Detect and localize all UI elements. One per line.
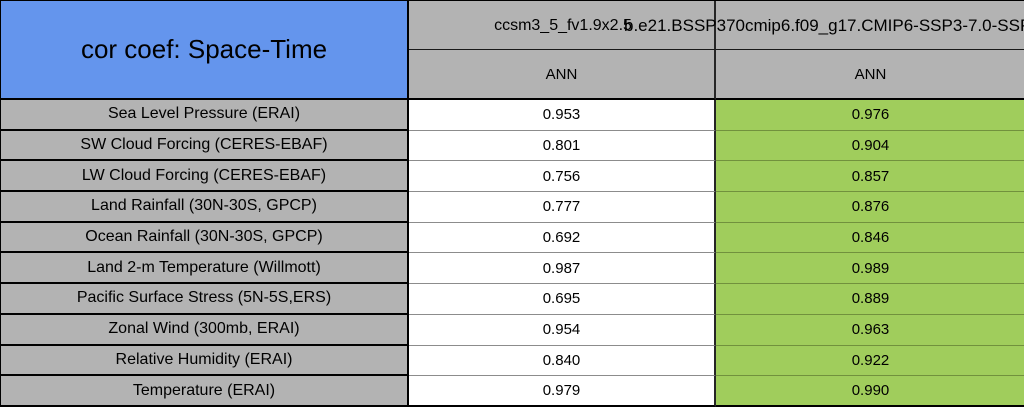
value-cell-model2: 0.876 <box>716 192 1024 223</box>
value-cell-model1: 0.695 <box>409 284 716 315</box>
model2-header-cell <box>716 1 1024 50</box>
value-cell-model2: 0.922 <box>716 345 1024 377</box>
value-cell-model1: 0.987 <box>409 253 716 285</box>
value-cell-model2: 0.976 <box>716 100 1024 131</box>
season-header-model2: ANN <box>716 50 1024 100</box>
row-label: SW Cloud Forcing (CERES-EBAF) <box>1 130 409 162</box>
value-cell-model2: 0.990 <box>716 376 1024 407</box>
table-title: cor coef: Space-Time <box>80 34 328 64</box>
row-label: Land 2-m Temperature (Willmott) <box>1 253 409 285</box>
value-cell-model1: 0.692 <box>409 222 716 254</box>
season-label: ANN <box>854 65 887 83</box>
row-label: Pacific Surface Stress (5N-5S,ERS) <box>1 284 409 315</box>
table-title-cell: cor coef: Space-Time <box>1 1 409 100</box>
value-cell-model1: 0.953 <box>409 100 716 131</box>
value-cell-model2: 0.857 <box>716 161 1024 193</box>
value-cell-model1: 0.777 <box>409 192 716 223</box>
value-cell-model1: 0.756 <box>409 161 716 193</box>
value-cell-model2: 0.904 <box>716 130 1024 162</box>
value-cell-model2: 0.963 <box>716 314 1024 346</box>
season-label: ANN <box>545 65 578 83</box>
value-cell-model1: 0.954 <box>409 314 716 346</box>
value-cell-model1: 0.979 <box>409 376 716 407</box>
value-cell-model2: 0.889 <box>716 284 1024 315</box>
row-label: Temperature (ERAI) <box>1 376 409 407</box>
value-cell-model1: 0.840 <box>409 345 716 377</box>
model1-header-cell <box>409 1 716 50</box>
value-cell-model2: 0.989 <box>716 253 1024 285</box>
season-header-model1: ANN <box>409 50 716 100</box>
value-cell-model2: 0.846 <box>716 222 1024 254</box>
row-label: Zonal Wind (300mb, ERAI) <box>1 314 409 346</box>
row-label: Land Rainfall (30N-30S, GPCP) <box>1 192 409 223</box>
value-cell-model1: 0.801 <box>409 130 716 162</box>
row-label: Relative Humidity (ERAI) <box>1 345 409 377</box>
row-label: Sea Level Pressure (ERAI) <box>1 100 409 131</box>
row-label: Ocean Rainfall (30N-30S, GPCP) <box>1 222 409 254</box>
row-label: LW Cloud Forcing (CERES-EBAF) <box>1 161 409 193</box>
